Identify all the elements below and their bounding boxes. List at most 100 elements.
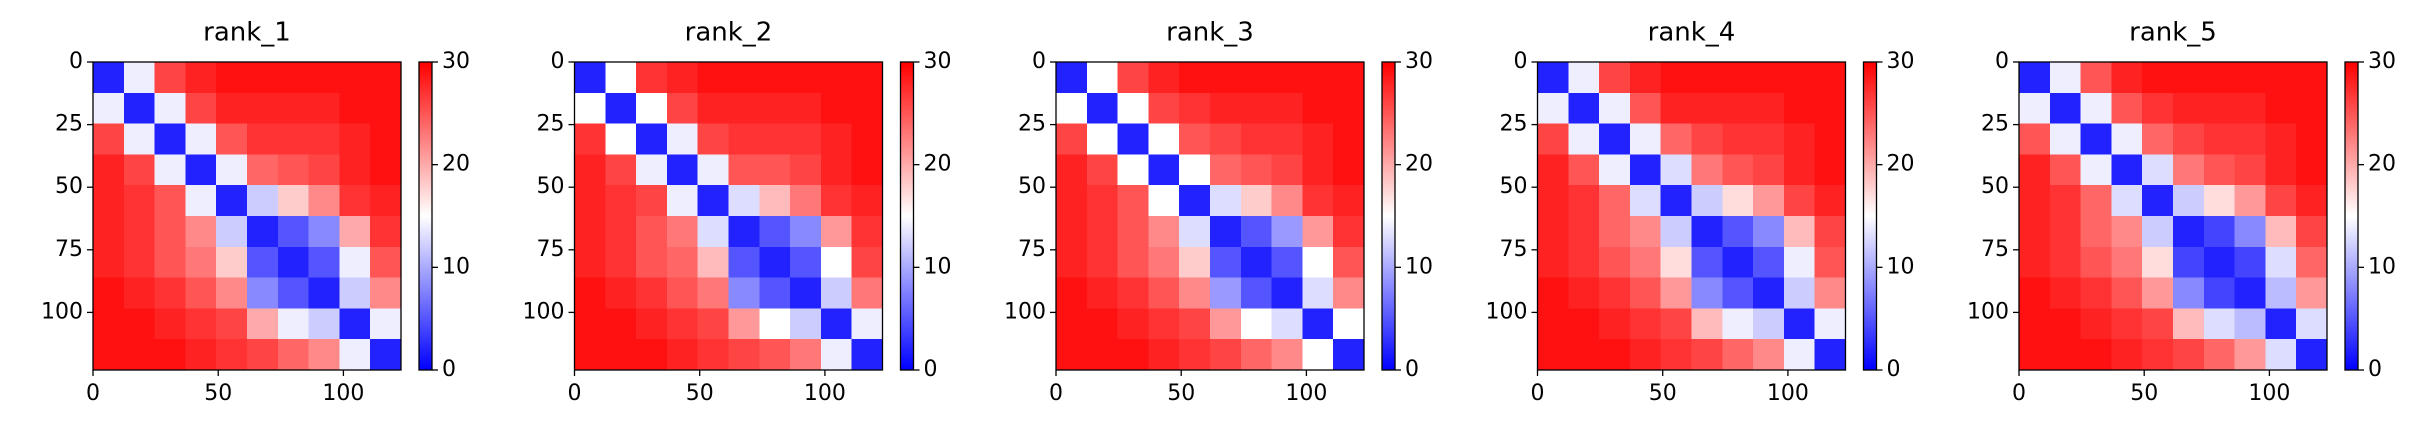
colorbar-tick-label: 20 xyxy=(2368,152,2396,177)
heatmap-cell xyxy=(1660,308,1692,340)
y-tick-label: 100 xyxy=(41,299,83,324)
heatmap-cell xyxy=(93,277,125,309)
heatmap-cell xyxy=(308,185,340,217)
heatmap-cell xyxy=(1148,123,1180,155)
heatmap-cell xyxy=(247,92,279,125)
heatmap-cell xyxy=(1240,123,1273,155)
heatmap-cell xyxy=(2111,123,2143,155)
colorbar-tick-label: 20 xyxy=(1405,152,1433,177)
heatmap-cell xyxy=(339,92,371,125)
heatmap-cell xyxy=(851,277,883,309)
heatmap-cell xyxy=(1691,154,1723,186)
heatmap-cell xyxy=(2173,185,2205,217)
panel: rank_1 0 50 100 0 25 50 75 100 0 10 20 30 xyxy=(41,18,470,407)
heatmap-cell xyxy=(2173,154,2205,186)
heatmap-cell xyxy=(1537,246,1569,279)
heatmap-cell xyxy=(759,339,791,371)
heatmap-cell xyxy=(1056,92,1088,125)
heatmap-cell xyxy=(1691,92,1723,125)
heatmap-cell xyxy=(1629,123,1662,155)
heatmap-cell xyxy=(2111,246,2143,279)
panel: rank_3 0 50 100 0 25 50 75 100 0 10 20 30 xyxy=(1004,18,1433,407)
x-tick-label: 0 xyxy=(86,381,100,406)
heatmap-cell xyxy=(308,339,340,371)
heatmap-cell xyxy=(1148,154,1180,186)
heatmap-cell xyxy=(1333,123,1365,155)
heatmap-cell xyxy=(697,216,729,248)
heatmap-cell xyxy=(820,92,853,125)
heatmap-cell xyxy=(2265,123,2297,155)
heatmap-cell xyxy=(216,339,248,371)
heatmap-cell xyxy=(728,62,760,94)
heatmap-cell xyxy=(636,62,668,94)
heatmap-cell xyxy=(2019,92,2051,125)
heatmap-cell xyxy=(605,154,637,186)
heatmap-cell xyxy=(2142,154,2174,186)
heatmap-cell xyxy=(1117,339,1149,371)
heatmap-cell xyxy=(370,246,402,279)
heatmap-cell xyxy=(1722,216,1754,248)
heatmap-cell xyxy=(1148,277,1180,309)
heatmap-cell xyxy=(2111,339,2143,371)
heatmap-cell xyxy=(308,277,340,309)
heatmap-cell xyxy=(1599,92,1631,125)
heatmap-cell xyxy=(1117,62,1149,94)
heatmap-cell xyxy=(605,308,637,340)
heatmap-cell xyxy=(1086,246,1119,279)
heatmap-cell xyxy=(1240,154,1273,186)
heatmap-cell xyxy=(1660,154,1692,186)
heatmap-cell xyxy=(574,123,606,155)
x-tick-label: 100 xyxy=(2248,381,2290,406)
heatmap-cell xyxy=(1722,185,1754,217)
heatmap-cell xyxy=(339,123,371,155)
heatmap-cell xyxy=(1691,185,1723,217)
heatmap-cell xyxy=(1599,246,1631,279)
heatmap-cell xyxy=(1179,92,1211,125)
panel-title: rank_2 xyxy=(685,18,773,48)
colorbar-tick-label: 20 xyxy=(1887,152,1915,177)
heatmap-cell xyxy=(636,308,668,340)
heatmap-cell xyxy=(1302,216,1334,248)
heatmap-cell xyxy=(154,185,186,217)
heatmap-cell xyxy=(370,308,402,340)
heatmap-cell xyxy=(636,92,668,125)
heatmap-cell xyxy=(123,185,156,217)
heatmap-cell xyxy=(790,123,822,155)
heatmap-cell xyxy=(277,185,310,217)
heatmap-cell xyxy=(1271,123,1303,155)
heatmap-cell xyxy=(1333,154,1365,186)
heatmap-cell xyxy=(308,246,340,279)
heatmap-cell xyxy=(1210,246,1242,279)
heatmap-cell xyxy=(2296,339,2328,371)
heatmap-cell xyxy=(820,123,853,155)
heatmap-cell xyxy=(1783,185,1816,217)
heatmap-cell xyxy=(2142,185,2174,217)
y-tick-label: 50 xyxy=(537,174,565,199)
heatmap-cell xyxy=(759,154,791,186)
heatmap-cell xyxy=(790,216,822,248)
heatmap-cell xyxy=(666,277,699,309)
heatmap-cell xyxy=(1814,308,1846,340)
x-tick-label: 0 xyxy=(568,381,582,406)
heatmap-cell xyxy=(1783,92,1816,125)
heatmap-cell xyxy=(728,308,760,340)
colorbar xyxy=(2344,61,2359,371)
heatmap-cell xyxy=(2049,246,2082,279)
heatmap-cell xyxy=(2296,92,2328,125)
heatmap-cell xyxy=(1056,339,1088,371)
heatmap-cell xyxy=(1271,308,1303,340)
heatmap-cell xyxy=(1783,62,1816,94)
heatmap-cell xyxy=(1660,277,1692,309)
heatmap-cell xyxy=(185,246,217,279)
colorbar xyxy=(899,61,915,371)
heatmap-cell xyxy=(1660,62,1692,94)
heatmap-cell xyxy=(247,277,279,309)
heatmap-cell xyxy=(1086,308,1119,340)
heatmap-cell xyxy=(1753,308,1785,340)
heatmap-cell xyxy=(790,277,822,309)
heatmap-cell xyxy=(1333,62,1365,94)
colorbar-tick-label: 10 xyxy=(1887,254,1915,279)
heatmap-cell xyxy=(2173,62,2205,94)
heatmap-cell xyxy=(2142,246,2174,279)
heatmap-cell xyxy=(1148,62,1180,94)
